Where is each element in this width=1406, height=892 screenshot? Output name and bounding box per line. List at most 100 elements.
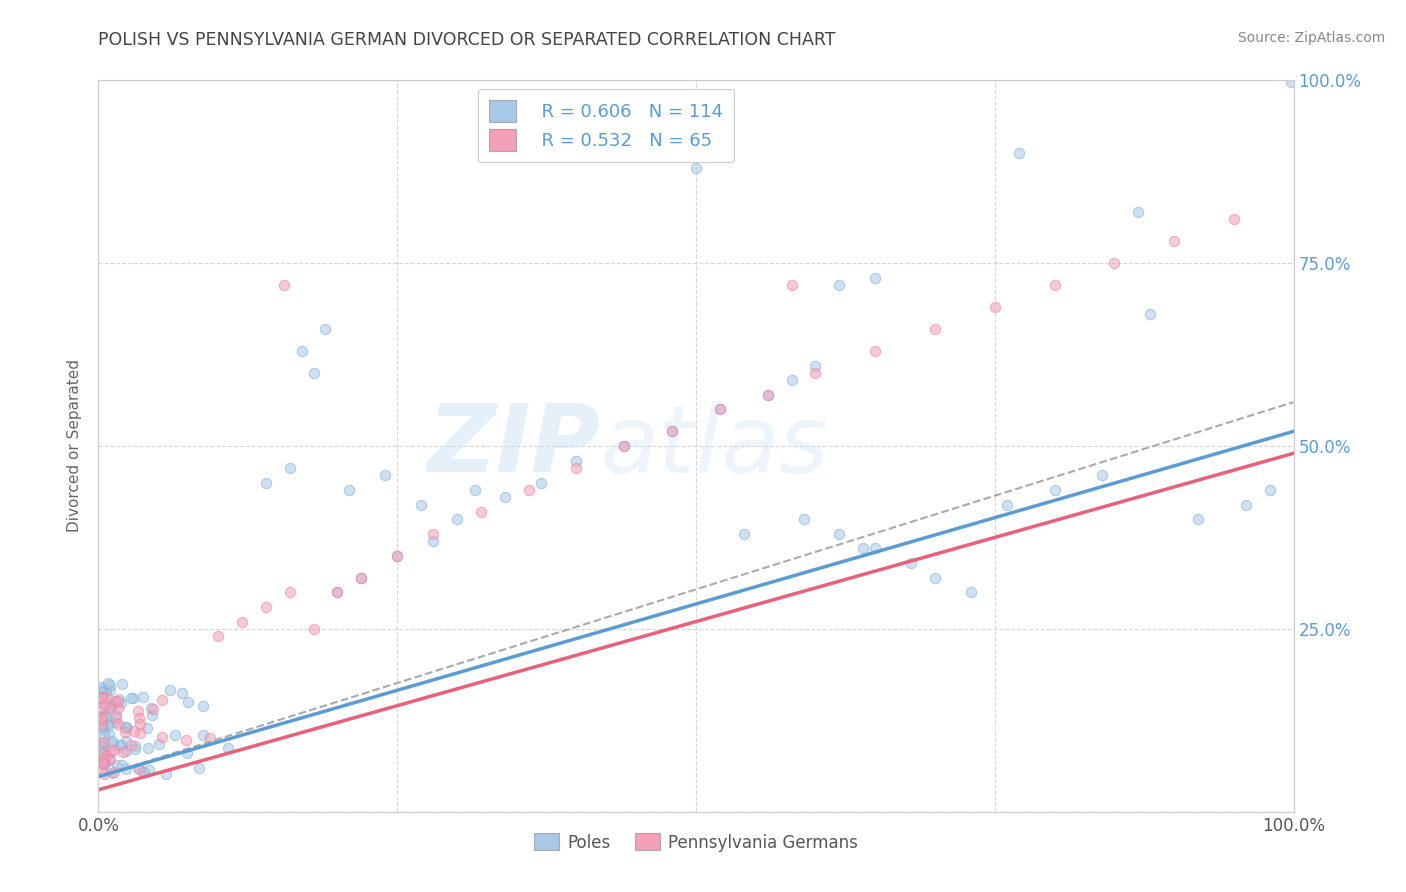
Point (217, 741, 239, 756)
Point (110, 738, 132, 752)
Point (191, 727, 214, 741)
Point (91, 720, 114, 734)
Point (115, 721, 138, 735)
Point (613, 439, 636, 453)
Point (111, 676, 134, 690)
Point (139, 701, 162, 715)
Point (96, 717, 118, 731)
Point (278, 585, 301, 599)
Point (302, 366, 325, 380)
Point (273, 278, 295, 293)
Point (105, 710, 128, 724)
Point (101, 738, 124, 752)
Point (135, 721, 157, 735)
Point (1091, 468, 1114, 483)
Point (93, 757, 115, 772)
Point (97, 719, 120, 733)
Point (100, 733, 122, 747)
Point (865, 270, 887, 285)
Point (128, 711, 150, 725)
Point (124, 739, 146, 753)
Point (828, 526, 851, 541)
Point (101, 698, 124, 713)
Point (94, 683, 117, 698)
Point (91, 737, 114, 751)
Point (91, 690, 114, 705)
Point (124, 741, 146, 756)
Point (91, 691, 114, 706)
Point (188, 761, 211, 775)
Point (984, 300, 1007, 314)
Point (924, 322, 946, 336)
Point (780, 373, 803, 387)
Point (93, 756, 115, 771)
Point (107, 701, 129, 715)
Point (207, 629, 229, 643)
Point (93, 747, 115, 761)
Point (110, 696, 132, 710)
Point (422, 534, 444, 549)
Point (1104, 256, 1126, 270)
Point (111, 757, 134, 772)
Point (422, 526, 444, 541)
Point (494, 490, 516, 504)
Point (107, 716, 129, 731)
Point (93, 729, 115, 743)
Point (108, 738, 131, 752)
Point (254, 475, 277, 490)
Point (91, 718, 114, 732)
Point (93, 767, 115, 781)
Y-axis label: Divorced or Separated: Divorced or Separated (67, 359, 83, 533)
Point (565, 461, 588, 475)
Point (122, 723, 145, 738)
Point (326, 585, 349, 599)
Point (104, 707, 127, 722)
Point (94, 707, 117, 722)
Point (828, 278, 851, 293)
Point (530, 475, 553, 490)
Point (141, 707, 163, 722)
Point (865, 541, 887, 556)
Point (112, 745, 135, 759)
Point (1187, 512, 1209, 526)
Point (91, 747, 114, 761)
Point (91, 750, 114, 764)
Point (142, 701, 165, 715)
Point (780, 278, 803, 293)
Point (150, 731, 173, 745)
Point (1043, 483, 1066, 497)
Point (98, 678, 121, 692)
Point (1234, 498, 1257, 512)
Point (94, 710, 117, 724)
Point (114, 720, 136, 734)
Point (91, 716, 114, 731)
Point (127, 761, 149, 775)
Point (129, 726, 152, 740)
Point (91, 710, 114, 724)
Point (91, 744, 114, 758)
Point (114, 734, 136, 748)
Point (278, 461, 301, 475)
Point (231, 615, 253, 629)
Point (613, 439, 636, 453)
Point (93, 751, 115, 765)
Point (1128, 205, 1150, 219)
Point (995, 498, 1018, 512)
Point (685, 161, 707, 175)
Point (97, 675, 120, 690)
Point (1223, 212, 1246, 227)
Point (91, 685, 114, 699)
Point (900, 556, 922, 570)
Point (107, 694, 129, 708)
Point (114, 724, 136, 739)
Legend: Poles, Pennsylvania Germans: Poles, Pennsylvania Germans (527, 827, 865, 858)
Point (128, 762, 150, 776)
Point (174, 733, 197, 747)
Point (91, 756, 114, 770)
Point (91, 699, 114, 714)
Text: ZIP: ZIP (427, 400, 600, 492)
Point (132, 690, 155, 705)
Point (756, 388, 779, 402)
Point (104, 714, 127, 729)
Point (565, 453, 588, 467)
